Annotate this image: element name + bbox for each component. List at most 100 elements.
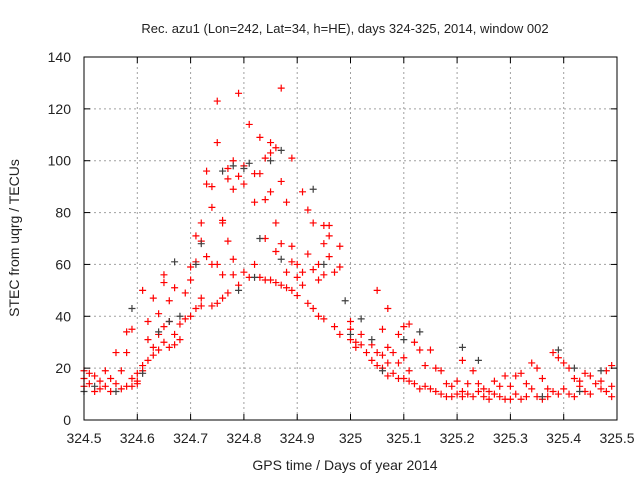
data-point (293, 292, 301, 300)
data-point (490, 390, 498, 398)
chart-title: Rec. azu1 (Lon=242, Lat=34, h=HE), days … (141, 21, 548, 36)
data-point (304, 250, 312, 258)
x-tick-label: 325.2 (440, 430, 475, 446)
data-point (496, 382, 504, 390)
data-point (469, 367, 477, 375)
y-tick-label: 80 (55, 205, 71, 221)
data-point (197, 219, 205, 227)
data-point (362, 349, 370, 357)
data-point (416, 385, 424, 393)
data-point (341, 297, 349, 305)
data-point (597, 385, 605, 393)
y-tick-label: 40 (55, 308, 71, 324)
data-point (517, 395, 525, 403)
data-point (400, 375, 408, 383)
data-point (293, 260, 301, 268)
x-tick-label: 325.3 (493, 430, 528, 446)
data-point (197, 240, 205, 248)
data-points (80, 84, 616, 403)
data-point (187, 312, 195, 320)
data-point (325, 222, 333, 230)
data-point (570, 375, 578, 383)
data-point (549, 349, 557, 357)
data-point (453, 390, 461, 398)
data-point (149, 351, 157, 359)
data-point (554, 354, 562, 362)
data-point (219, 167, 227, 175)
data-point (245, 159, 253, 167)
y-tick-label: 120 (48, 101, 72, 117)
data-point (378, 367, 386, 375)
data-point (570, 393, 578, 401)
data-point (288, 154, 296, 162)
y-axis-label: STEC from uqrg / TECUs (6, 159, 22, 317)
data-point (608, 382, 616, 390)
x-tick-label: 324.5 (66, 430, 101, 446)
data-point (267, 276, 275, 284)
data-point (149, 343, 157, 351)
data-point (277, 281, 285, 289)
x-tick-label: 325.4 (546, 430, 581, 446)
data-point (512, 372, 520, 380)
data-point (213, 97, 221, 105)
data-point (107, 375, 115, 383)
data-point (544, 385, 552, 393)
data-point (224, 164, 232, 172)
data-point (400, 323, 408, 331)
data-point (347, 317, 354, 325)
data-point (213, 299, 221, 307)
data-point (91, 382, 99, 390)
data-point (251, 273, 259, 281)
data-point (165, 343, 173, 351)
data-point (421, 362, 429, 370)
data-point (283, 284, 291, 292)
data-point (139, 286, 147, 294)
y-tick-label: 140 (48, 49, 72, 65)
data-point (560, 385, 568, 393)
data-point (213, 139, 221, 147)
data-point (309, 305, 317, 313)
data-point (325, 253, 333, 261)
data-point (384, 372, 392, 380)
data-point (378, 325, 386, 333)
data-point (117, 385, 125, 393)
x-tick-label: 324.7 (173, 430, 208, 446)
x-tick-label: 324.6 (120, 430, 155, 446)
data-point (224, 175, 232, 183)
series-red (80, 84, 616, 403)
data-point (112, 387, 120, 395)
data-point (224, 237, 232, 245)
data-point (405, 320, 413, 328)
data-point (331, 268, 339, 276)
data-point (474, 356, 482, 364)
data-point (203, 167, 211, 175)
data-point (128, 325, 136, 333)
y-tick-label: 0 (63, 412, 71, 428)
data-point (229, 185, 237, 193)
data-point (517, 369, 525, 377)
data-point (277, 177, 285, 185)
data-point (181, 289, 189, 297)
data-point (112, 349, 120, 357)
data-point (400, 336, 408, 344)
data-point (155, 310, 163, 318)
data-point (432, 364, 440, 372)
data-point (389, 349, 397, 357)
y-tick-label: 20 (55, 360, 71, 376)
data-point (421, 382, 429, 390)
data-point (474, 387, 482, 395)
data-point (474, 380, 482, 388)
data-point (219, 219, 227, 227)
data-point (277, 240, 285, 248)
data-point (240, 180, 248, 188)
data-point (155, 346, 163, 354)
data-point (240, 268, 248, 276)
data-point (192, 260, 200, 268)
data-point (133, 380, 141, 388)
data-point (576, 387, 584, 395)
data-point (272, 247, 280, 255)
data-point (570, 364, 578, 372)
data-point (512, 390, 520, 398)
data-point (197, 294, 205, 302)
data-point (560, 359, 568, 367)
